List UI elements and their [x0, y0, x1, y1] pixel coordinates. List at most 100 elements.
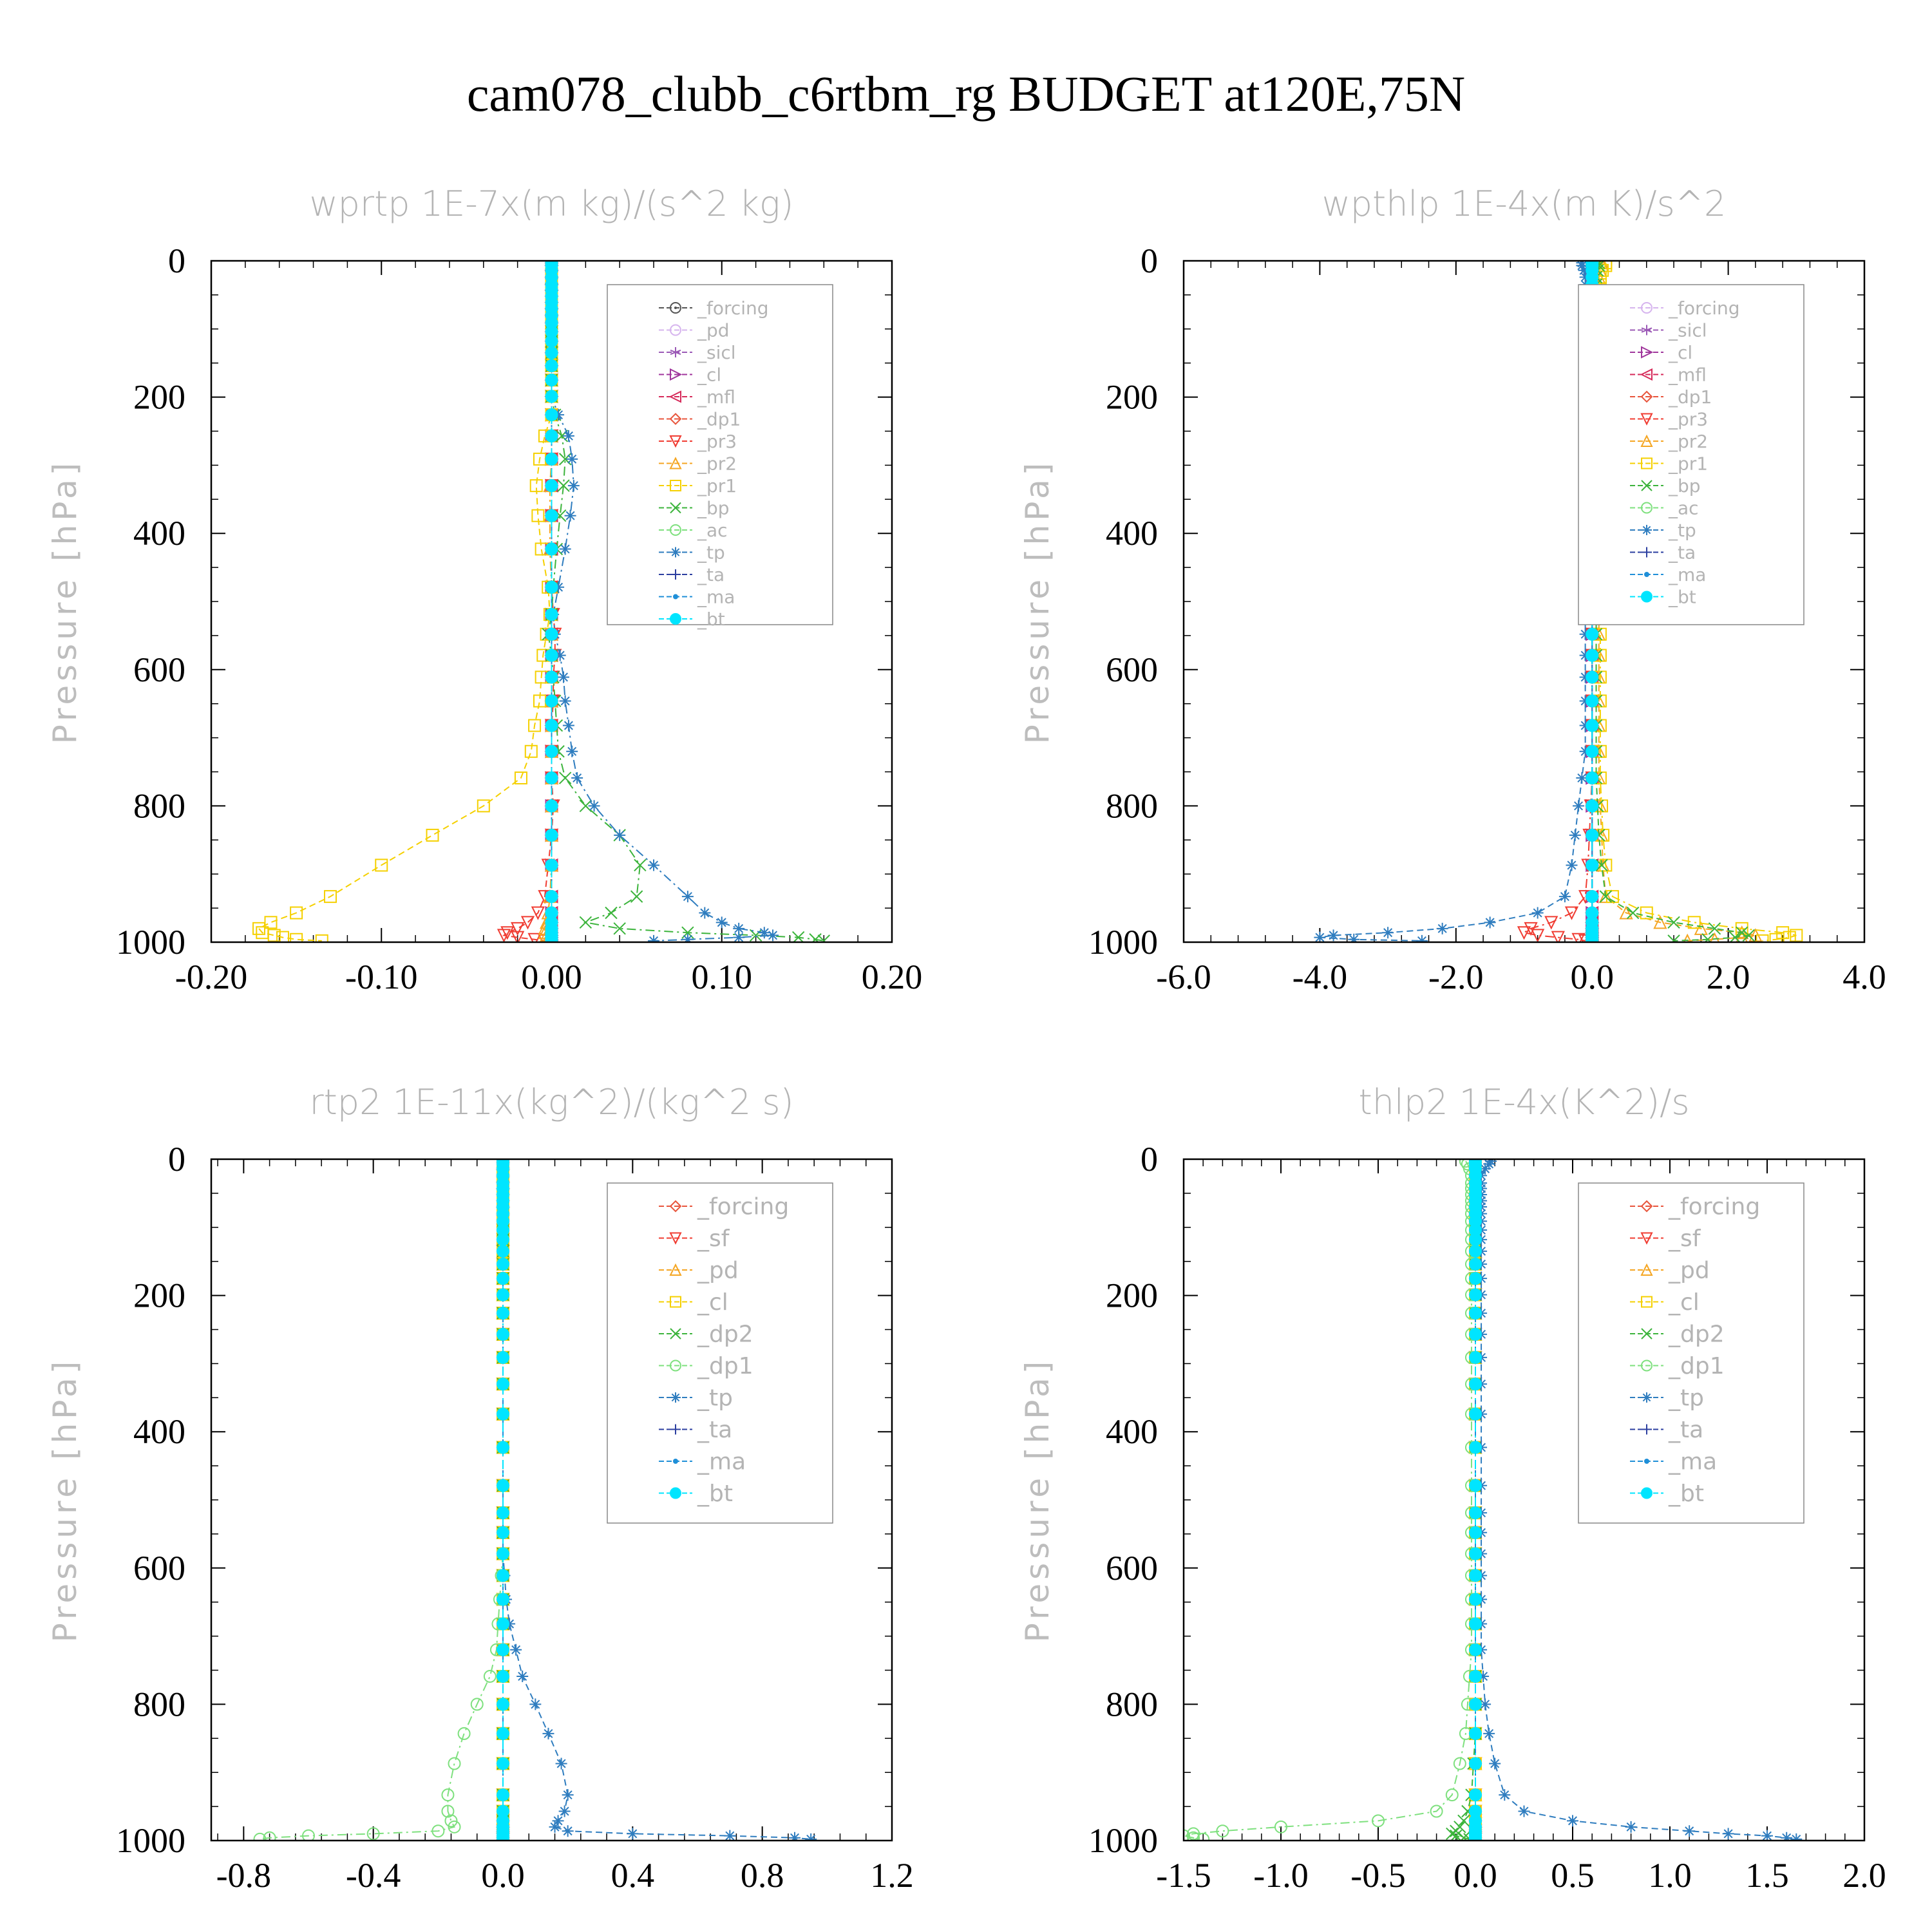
x-tick-label: -1.5	[1156, 1856, 1211, 1895]
legend-label: _ta	[1668, 1417, 1703, 1443]
data-point-pr3	[511, 931, 525, 942]
legend-label: _bt	[1668, 1481, 1704, 1507]
y-tick-label: 200	[1106, 378, 1158, 417]
data-point-bt	[497, 1727, 509, 1740]
legend-marker	[1640, 413, 1653, 426]
data-point-bt	[1469, 1257, 1482, 1271]
x-tick-label: 0.0	[1570, 958, 1614, 996]
y-tick-label: 200	[133, 1276, 185, 1315]
data-point-bt	[545, 408, 558, 422]
legend-label: _tp	[1668, 1385, 1704, 1412]
panel-2: wpthlp 1E-4x(m K)/s^2 Pressure [hPa] -6.0 -…	[1019, 184, 1886, 996]
data-point-tp	[1579, 719, 1591, 732]
legend-label: _dp1	[1668, 1353, 1725, 1379]
legend-label: _tp	[697, 542, 725, 563]
legend-label: _ma	[1668, 564, 1706, 585]
data-point-bp	[1626, 906, 1640, 920]
legend-label: _tp	[697, 1385, 733, 1412]
data-point-bp	[1595, 858, 1608, 872]
data-point-bp	[634, 858, 647, 872]
data-point-bp	[605, 906, 618, 920]
legend-marker	[1641, 480, 1653, 491]
legend-box	[607, 1182, 833, 1524]
data-point-dp1	[1453, 1757, 1466, 1770]
y-tick-label: 800	[133, 786, 185, 825]
x-tick-label: 0.00	[521, 958, 582, 996]
data-point-tp	[1576, 261, 1588, 272]
legend-label: _pr1	[697, 475, 737, 497]
legend-label: _cl	[697, 1289, 728, 1316]
data-point-tp	[529, 1698, 542, 1710]
y-tick-label: 1000	[1088, 923, 1158, 961]
data-point-tp	[1578, 264, 1590, 276]
data-point-pr1	[1790, 929, 1803, 942]
legend-marker	[673, 1459, 678, 1464]
data-point-tp	[1477, 1671, 1490, 1683]
data-point-bt	[497, 1441, 509, 1454]
data-point-dp1	[302, 1829, 315, 1841]
data-point-pr1	[524, 744, 538, 758]
panel-title: wprtp 1E-7x(m kg)/(s^2 kg)	[309, 184, 793, 224]
data-point-bt	[545, 799, 558, 813]
data-point-bt	[1469, 1327, 1482, 1341]
x-tick-label: 0.0	[481, 1856, 525, 1895]
data-point-dp1	[263, 1831, 276, 1841]
data-point-bt	[1586, 828, 1599, 842]
data-point-tp	[542, 1727, 554, 1739]
data-point-dp1	[483, 1670, 497, 1683]
legend-marker	[1640, 434, 1653, 447]
data-point-bt	[545, 390, 558, 403]
data-point-bp	[791, 931, 805, 942]
data-point-pr3	[1544, 916, 1558, 930]
y-tick-label: 600	[1106, 1549, 1158, 1587]
data-point-pr1	[276, 931, 289, 942]
data-point-tp	[1484, 916, 1496, 929]
data-point-bt	[497, 1244, 509, 1258]
legend: _forcing_sicl_cl_mfl_dp1_pr3_pr2_pr1_bp_…	[1578, 284, 1804, 625]
data-point-tp	[767, 929, 779, 942]
x-tick-label: 0.4	[611, 1856, 655, 1895]
x-tick-label: 0.0	[1454, 1856, 1497, 1895]
data-point-bt	[1586, 799, 1599, 813]
legend-marker	[1641, 1296, 1653, 1308]
data-point-tp	[681, 891, 694, 903]
data-point-tp	[1416, 934, 1428, 942]
y-tick-label: 800	[1106, 786, 1158, 825]
data-point-bp	[817, 934, 831, 942]
legend-marker	[1640, 368, 1653, 381]
data-point-tp	[1566, 859, 1578, 871]
data-point-tp	[1683, 1825, 1696, 1837]
data-point-bt	[497, 1617, 509, 1631]
data-point-pr3	[500, 926, 515, 940]
y-tick-label: 800	[1106, 1685, 1158, 1723]
data-point-pr1	[1756, 934, 1769, 942]
legend-marker	[670, 302, 681, 314]
data-point-tp	[614, 829, 626, 841]
legend-marker	[1640, 1232, 1653, 1245]
data-point-bt	[545, 608, 558, 621]
data-point-dp2	[1446, 1827, 1459, 1841]
data-point-pr1	[290, 906, 303, 920]
x-tick-label: 4.0	[1842, 958, 1886, 996]
legend-marker	[1641, 1487, 1653, 1499]
legend-box	[607, 284, 833, 625]
data-point-tp	[1518, 1805, 1530, 1817]
data-point-tp	[1483, 1159, 1495, 1170]
data-point-pr3	[1564, 906, 1579, 920]
data-point-tp	[559, 695, 571, 707]
legend-label: _cl	[697, 364, 721, 385]
legend-marker	[670, 1392, 681, 1403]
data-point-bp	[1667, 916, 1680, 929]
legend-marker	[670, 480, 681, 491]
plot-frame	[210, 260, 893, 943]
y-tick-label: 600	[133, 1549, 185, 1587]
data-point-bt	[545, 828, 558, 842]
data-point-bt	[497, 1307, 509, 1320]
data-point-tp	[588, 800, 600, 812]
data-point-tp	[715, 916, 728, 929]
legend-label: _tp	[1668, 520, 1696, 541]
data-point-pr3	[1531, 929, 1545, 942]
data-point-bt	[545, 670, 558, 684]
data-point-pr1	[290, 933, 303, 942]
data-point-tp	[1436, 922, 1448, 934]
